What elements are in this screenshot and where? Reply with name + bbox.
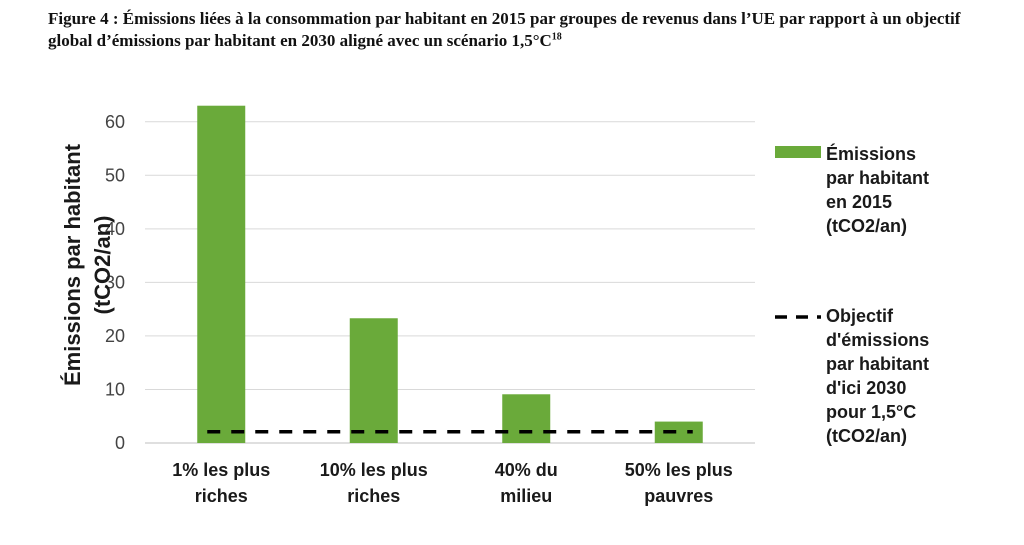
y-axis-title-line: Émissions par habitant (60, 143, 85, 386)
x-tick-label: riches (195, 486, 248, 506)
legend-swatch-bars (775, 146, 821, 158)
y-tick-label: 60 (105, 112, 125, 132)
bars (197, 105, 703, 443)
bar (197, 105, 246, 443)
y-tick-label: 50 (105, 165, 125, 185)
x-tick-label: milieu (500, 486, 552, 506)
y-tick-label: 40 (105, 219, 125, 239)
y-axis-title: Émissions par habitant (tCO2/an) (60, 143, 115, 386)
y-tick-label: 0 (115, 433, 125, 453)
legend-label-line: Objectif (826, 306, 894, 326)
figure-caption: Figure 4 : Émissions liées à la consomma… (48, 8, 1008, 52)
x-tick-label: 1% les plus (172, 460, 270, 480)
legend-label-line: Émissions (826, 143, 916, 164)
bar (654, 421, 703, 443)
x-tick-label: pauvres (644, 486, 713, 506)
y-tick-label: 30 (105, 272, 125, 292)
y-tick-label: 20 (105, 326, 125, 346)
legend-label-line: par habitant (826, 168, 929, 188)
legend-label-line: d'émissions (826, 330, 929, 350)
legend-label-line: (tCO2/an) (826, 216, 907, 236)
legend-label-line: (tCO2/an) (826, 426, 907, 446)
grid-lines (145, 121, 755, 444)
caption-text: Figure 4 : Émissions liées à la consomma… (48, 9, 961, 50)
caption-footnote: 18 (551, 31, 562, 43)
x-tick-label: 40% du (495, 460, 558, 480)
y-tick-label: 10 (105, 379, 125, 399)
x-tick-label: 10% les plus (320, 460, 428, 480)
legend-label-line: en 2015 (826, 192, 892, 212)
legend: Émissions par habitant en 2015 (tCO2/an) Obj… (775, 143, 929, 446)
legend-label-line: par habitant (826, 354, 929, 374)
y-axis-title-line: (tCO2/an) (90, 216, 115, 315)
y-tick-labels: 0 10 20 30 40 50 60 (105, 112, 125, 453)
legend-label-line: pour 1,5°C (826, 402, 916, 422)
x-tick-label: riches (347, 486, 400, 506)
x-tick-labels: 1% les plus riches 10% les plus riches 40% d… (172, 460, 733, 506)
bar (502, 394, 551, 443)
x-tick-label: 50% les plus (625, 460, 733, 480)
legend-label-line: d'ici 2030 (826, 378, 906, 398)
bar (349, 318, 398, 443)
